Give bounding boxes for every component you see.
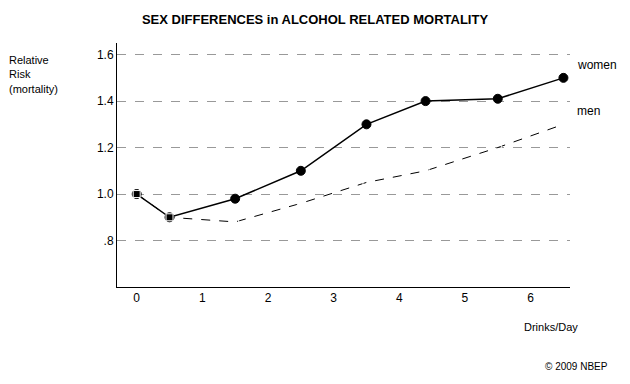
svg-text:4: 4: [396, 291, 403, 305]
svg-text:1.2: 1.2: [97, 141, 114, 155]
svg-text:RelativeRisk(mortality): RelativeRisk(mortality): [9, 54, 58, 95]
svg-text:0: 0: [133, 291, 140, 305]
svg-text:1.6: 1.6: [97, 48, 114, 62]
svg-text:1: 1: [199, 291, 206, 305]
svg-text:© 2009 NBEP: © 2009 NBEP: [545, 361, 608, 372]
svg-text:Drinks/Day: Drinks/Day: [524, 321, 578, 333]
svg-text:.8: .8: [104, 234, 114, 248]
svg-text:2: 2: [265, 291, 272, 305]
svg-text:1.0: 1.0: [97, 187, 114, 201]
svg-text:SEX DIFFERENCES in ALCOHOL REL: SEX DIFFERENCES in ALCOHOL RELATED MORTA…: [142, 12, 489, 27]
svg-text:1.4: 1.4: [97, 94, 114, 108]
svg-text:women: women: [577, 58, 617, 72]
svg-text:3: 3: [330, 291, 337, 305]
svg-text:men: men: [577, 104, 600, 118]
svg-text:6: 6: [527, 291, 534, 305]
svg-text:5: 5: [462, 291, 469, 305]
